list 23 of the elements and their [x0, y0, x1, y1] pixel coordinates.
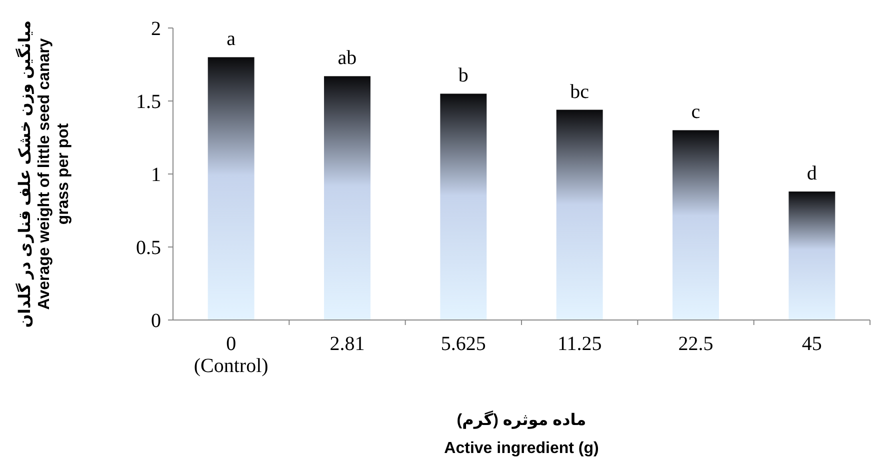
x-tick-label: 22.5 [678, 333, 714, 355]
annotation: b [458, 64, 468, 87]
annotation: bc [570, 80, 590, 103]
x-tick-label: 0 (Control) [194, 333, 268, 377]
bar [440, 94, 487, 320]
bar [672, 130, 719, 320]
x-tick-label: 2.81 [330, 333, 365, 355]
y-tick-label: 0 [151, 310, 161, 332]
annotation: ab [338, 47, 357, 70]
y-tick-label: 2 [151, 18, 161, 40]
annotation: d [806, 162, 817, 185]
x-tick-label: 45 [802, 333, 822, 355]
bar [556, 110, 603, 320]
x-tick-label: 5.625 [440, 333, 486, 355]
bar [788, 192, 836, 320]
y-tick-label: 0.5 [136, 237, 161, 259]
x-tick-label: 11.25 [557, 333, 602, 355]
bar [208, 57, 254, 320]
bar [324, 76, 370, 320]
y-tick-label: 1.5 [136, 91, 161, 113]
annotation: c [691, 101, 700, 124]
y-tick-label: 1 [151, 164, 161, 186]
annotation: a [226, 28, 236, 50]
